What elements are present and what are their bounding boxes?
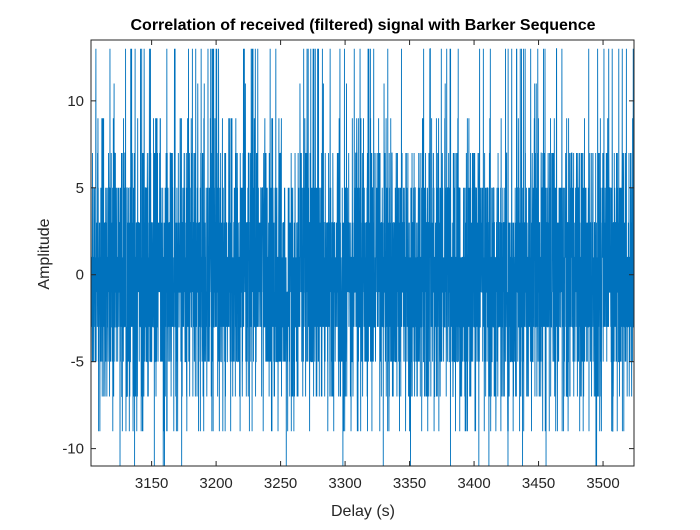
plot-area: 3150 3200 3250 3300 3350 3400 3450 3500 -10 -5 0 5… — [62, 39, 635, 492]
x-tick-label: 3350 — [393, 475, 426, 492]
y-tick-label: 5 — [76, 180, 84, 197]
x-tick-label: 3150 — [135, 475, 168, 492]
x-tick-label: 3400 — [457, 475, 490, 492]
y-tick-label: -10 — [62, 441, 84, 458]
x-tick-label: 3200 — [199, 475, 232, 492]
y-tick-label: 0 — [76, 267, 84, 284]
x-tick-label: 3250 — [264, 475, 297, 492]
correlation-series-line — [91, 48, 634, 466]
y-tick-label: 10 — [67, 93, 84, 110]
x-ticks: 3150 3200 3250 3300 3350 3400 3450 3500 — [135, 40, 620, 492]
x-axis-label: Delay (s) — [331, 503, 395, 520]
axes-box — [90, 39, 635, 467]
chart-title: Correlation of received (filtered) signa… — [130, 17, 595, 34]
y-axis-label: Amplitude — [36, 218, 53, 289]
x-tick-label: 3300 — [328, 475, 361, 492]
series-group — [91, 48, 634, 466]
y-tick-label: -5 — [71, 354, 84, 371]
x-tick-label: 3500 — [586, 475, 619, 492]
x-tick-label: 3450 — [522, 475, 555, 492]
y-ticks: -10 -5 0 5 10 — [62, 93, 634, 458]
